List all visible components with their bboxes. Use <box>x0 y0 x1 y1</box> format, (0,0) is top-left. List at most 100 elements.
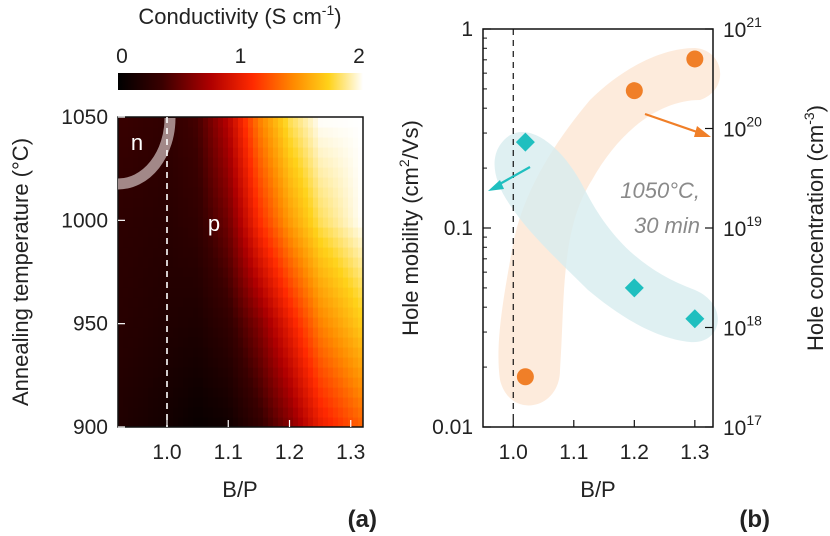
heatmap-cell <box>328 347 334 358</box>
heatmap-cell <box>233 267 239 278</box>
heatmap-cell <box>143 417 149 427</box>
heatmap-cell <box>263 327 269 338</box>
heatmap-cell <box>223 327 229 338</box>
heatmap-cell <box>343 277 349 288</box>
heatmap-cell <box>118 207 124 218</box>
heatmap-cell <box>243 297 249 308</box>
heatmap-cell <box>348 117 354 128</box>
heatmap-cell <box>283 387 289 398</box>
heatmap-cell <box>283 357 289 368</box>
heatmap-cell <box>293 197 299 208</box>
heatmap-cell <box>318 317 324 328</box>
heatmap-cell <box>333 207 339 218</box>
heatmap-cell <box>308 287 314 298</box>
heatmap-cell <box>188 157 194 168</box>
heatmap-cell <box>253 317 259 328</box>
heatmap-cell <box>188 237 194 248</box>
heatmap-cell <box>318 387 324 398</box>
heatmap-cell <box>163 197 169 208</box>
heatmap-cell <box>288 277 294 288</box>
heatmap-cell <box>318 297 324 308</box>
heatmap-cell <box>278 287 284 298</box>
heatmap-cell <box>168 287 174 298</box>
heatmap-cell <box>203 397 209 408</box>
heatmap-cell <box>318 147 324 158</box>
heatmap-cell <box>188 127 194 138</box>
heatmap-cell <box>283 267 289 278</box>
heatmap-cell <box>298 267 304 278</box>
heatmap-cell <box>238 277 244 288</box>
heatmap-cell <box>153 187 159 198</box>
heatmap-cell <box>183 417 189 427</box>
heatmap-cell <box>358 297 363 308</box>
heatmap-cell <box>293 287 299 298</box>
heatmap-cell <box>358 397 363 408</box>
heatmap-cell <box>238 267 244 278</box>
heatmap-cell <box>318 207 324 218</box>
heatmap-cell <box>258 147 264 158</box>
heatmap-cell <box>188 137 194 148</box>
heatmap-cell <box>203 207 209 218</box>
heatmap-cell <box>203 187 209 198</box>
heatmap-cell <box>353 327 359 338</box>
heatmap-cell <box>313 287 319 298</box>
heatmap-cell <box>338 317 344 328</box>
heatmap-cell <box>183 407 189 418</box>
heatmap-cell <box>128 197 134 208</box>
heatmap-cell <box>173 187 179 198</box>
heatmap-cell <box>323 227 329 238</box>
heatmap-cell <box>318 257 324 268</box>
heatmap-cell <box>128 237 134 248</box>
heatmap-cell <box>118 407 124 418</box>
heatmap-cell <box>308 217 314 228</box>
heatmap-cell <box>328 367 334 378</box>
heatmap-cell <box>243 207 249 218</box>
heatmap-cell <box>228 257 234 268</box>
heatmap-cell <box>248 217 254 228</box>
heatmap-cell <box>218 367 224 378</box>
heatmap-cell <box>193 377 199 388</box>
heatmap-cell <box>258 327 264 338</box>
heatmap-cell <box>148 207 154 218</box>
heatmap-cell <box>293 157 299 168</box>
heatmap-cell <box>188 347 194 358</box>
y-tick-label-a: 900 <box>73 416 108 439</box>
heatmap-cell <box>293 297 299 308</box>
heatmap-cell <box>298 167 304 178</box>
heatmap-cell <box>268 347 274 358</box>
heatmap-cell <box>188 167 194 178</box>
heatmap-cell <box>253 167 259 178</box>
heatmap-cell <box>193 147 199 158</box>
heatmap-cell <box>233 277 239 288</box>
heatmap-cell <box>303 287 309 298</box>
heatmap-cell <box>203 117 209 128</box>
heatmap-cell <box>203 147 209 158</box>
heatmap-cell <box>263 127 269 138</box>
heatmap-cell <box>243 197 249 208</box>
heatmap-cell <box>313 327 319 338</box>
heatmap-cell <box>163 287 169 298</box>
heatmap-cell <box>153 227 159 238</box>
heatmap-cell <box>288 357 294 368</box>
heatmap-cell <box>358 377 363 388</box>
heatmap-cell <box>298 147 304 158</box>
heatmap-cell <box>273 287 279 298</box>
heatmap-cell <box>278 207 284 218</box>
heatmap-cell <box>348 387 354 398</box>
heatmap-cell <box>278 317 284 328</box>
heatmap-cell <box>208 267 214 278</box>
heatmap-cell <box>328 147 334 158</box>
heatmap-cell <box>188 277 194 288</box>
heatmap-cell <box>298 367 304 378</box>
heatmap-cell <box>288 287 294 298</box>
heatmap-cell <box>343 207 349 218</box>
heatmap-cell <box>188 297 194 308</box>
heatmap-cell <box>258 257 264 268</box>
heatmap-cell <box>158 377 164 388</box>
heatmap-cell <box>243 127 249 138</box>
heatmap-cell <box>333 337 339 348</box>
heatmap-cell <box>323 267 329 278</box>
heatmap-cell <box>338 187 344 198</box>
heatmap-cell <box>253 177 259 188</box>
heatmap-cell <box>198 157 204 168</box>
